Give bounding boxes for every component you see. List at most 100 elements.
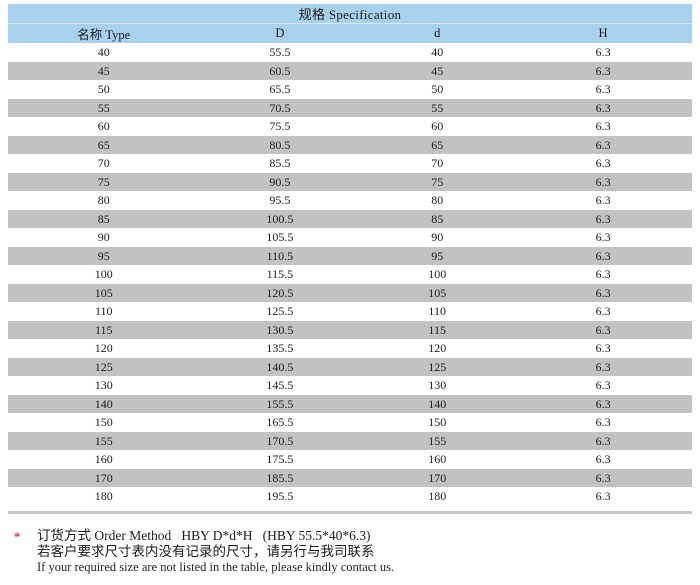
table-row: 115 130.5 115 6.3 [8,320,692,339]
table-row: 140 155.5 140 6.3 [8,394,692,413]
cell: 55.5 [269,45,291,60]
cell: 155 [8,431,200,450]
cell: 6.3 [514,61,692,80]
table-row: 55 70.5 55 6.3 [8,98,692,117]
cell: 75 [8,172,200,191]
cell: 40 [97,45,110,60]
cell: 140 [8,394,200,413]
cell: 6.3 [514,431,692,450]
cell: 6.3 [595,45,611,60]
cell: 100.5 [199,209,361,228]
cell: 6.3 [514,357,692,376]
cell: 100 [428,267,447,282]
cell: 65 [8,135,200,154]
cell: 110 [428,304,446,319]
cell: 90 [431,230,444,245]
cell: 60 [431,119,444,134]
cell: 180 [428,489,447,504]
cell: 110 [94,304,113,319]
cell: 125.5 [266,304,294,319]
cell: 80.5 [199,135,361,154]
cell: 6.3 [595,193,611,208]
cell: 140 [360,394,515,413]
cell: 6.3 [595,341,611,356]
cell: 165.5 [266,415,294,430]
cell: 155 [360,431,515,450]
cell: 160 [94,452,113,467]
cell: 160 [428,452,447,467]
cell: 75.5 [269,119,291,134]
table-row: 120 135.5 120 6.3 [8,339,692,358]
table-row: 60 75.5 60 6.3 [8,117,692,136]
cell: 70 [97,156,110,171]
table-title-row: 规格 Specification [8,4,692,24]
cell: 135.5 [266,341,294,356]
table-row: 65 80.5 65 6.3 [8,135,692,154]
table-row: 40 55.5 40 6.3 [8,43,692,62]
cell: 6.3 [514,209,692,228]
cell: 45 [360,61,515,80]
order-note: * 订货方式 Order Method HBY D*d*H (HBY 55.5*… [8,528,692,575]
cell: 155.5 [199,394,361,413]
cell: 130 [428,378,447,393]
table-row: 45 60.5 45 6.3 [8,61,692,80]
cell: 65 [360,135,515,154]
cell: 170 [8,468,200,487]
cell: 105 [8,283,200,302]
table-bottom-rule [8,510,692,514]
table-row: 85 100.5 85 6.3 [8,209,692,228]
cell: 6.3 [595,156,611,171]
cell: 85 [8,209,200,228]
column-header: H [514,23,692,43]
table-row: 70 85.5 70 6.3 [8,154,692,173]
cell: 60.5 [199,61,361,80]
cell: 120.5 [199,283,361,302]
cell: 6.3 [595,304,611,319]
cell: 105.5 [266,230,294,245]
cell: 180 [94,489,113,504]
table-row: 75 90.5 75 6.3 [8,172,692,191]
cell: 6.3 [595,378,611,393]
table-row: 110 125.5 110 6.3 [8,302,692,321]
cell: 195.5 [266,489,294,504]
cell: 130.5 [199,320,361,339]
cell: 70 [431,156,444,171]
table-row: 130 145.5 130 6.3 [8,376,692,395]
table-row: 105 120.5 105 6.3 [8,283,692,302]
table-row: 90 105.5 90 6.3 [8,228,692,247]
cell: 6.3 [595,82,611,97]
table-row: 125 140.5 125 6.3 [8,357,692,376]
cell: 6.3 [595,119,611,134]
cell: 90.5 [199,172,361,191]
table-row: 100 115.5 100 6.3 [8,265,692,284]
cell: 185.5 [199,468,361,487]
cell: 85.5 [269,156,291,171]
cell: 150 [94,415,113,430]
column-header: 名称 Type [8,23,200,43]
cell: 65.5 [269,82,291,97]
cell: 6.3 [514,468,692,487]
cell: 110.5 [199,246,361,265]
table-row: 50 65.5 50 6.3 [8,80,692,99]
cell: 6.3 [514,172,692,191]
table-row: 155 170.5 155 6.3 [8,431,692,450]
cell: 6.3 [595,452,611,467]
cell: 55 [8,98,200,117]
cell: 120 [94,341,113,356]
cell: 145.5 [266,378,294,393]
cell: 70.5 [199,98,361,117]
cell: 80 [431,193,444,208]
cell: 90 [97,230,110,245]
cell: 6.3 [595,230,611,245]
table-row: 150 165.5 150 6.3 [8,413,692,432]
cell: 55 [360,98,515,117]
cell: 95 [8,246,200,265]
table-row: 170 185.5 170 6.3 [8,468,692,487]
cell: 6.3 [514,320,692,339]
cell: 125 [8,357,200,376]
cell: 115.5 [266,267,294,282]
cell: 6.3 [595,489,611,504]
